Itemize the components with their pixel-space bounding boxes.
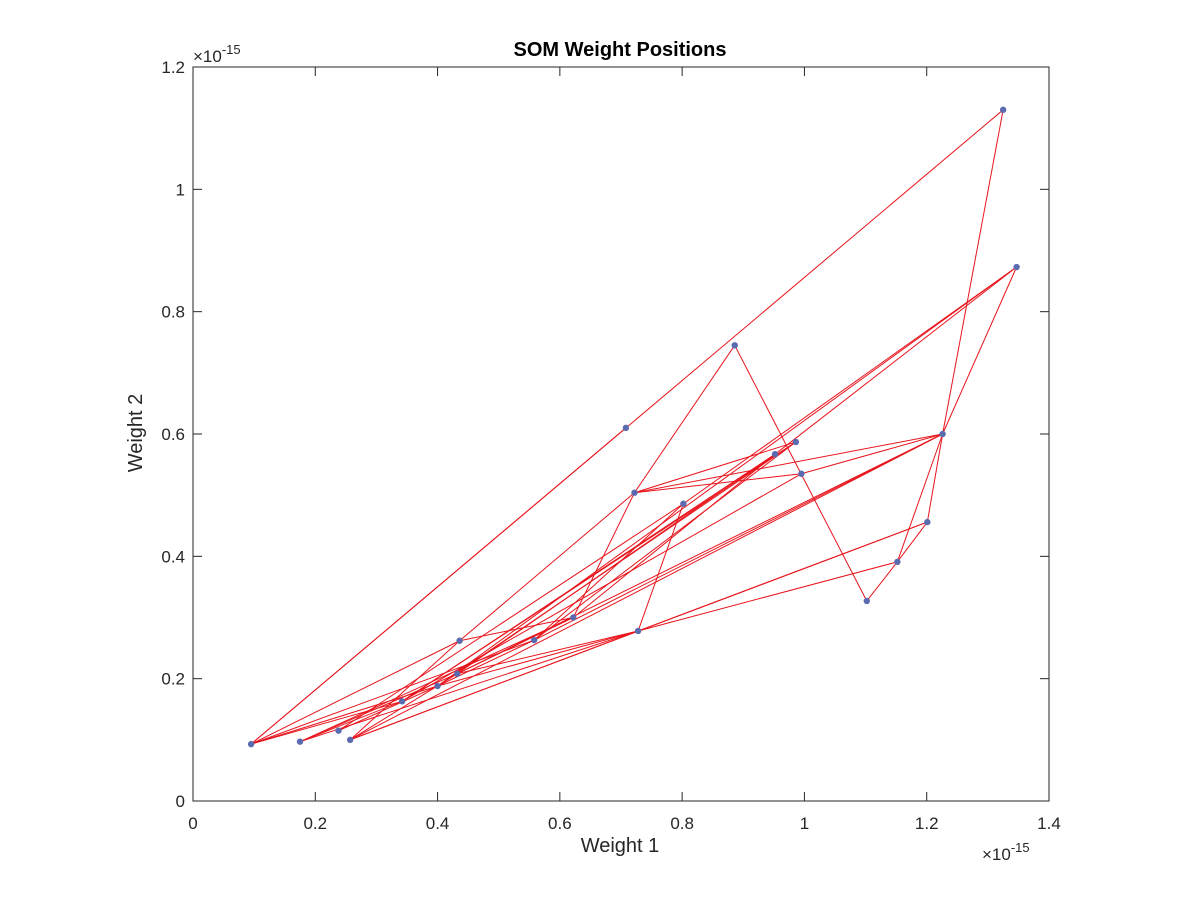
weight-point-6 (453, 670, 461, 677)
connection-line-5 (250, 640, 460, 745)
weight-point-7 (456, 637, 463, 644)
weight-point-21 (939, 430, 946, 438)
x-axis-title: Weight 1 (581, 835, 660, 857)
connection-line-35 (634, 433, 943, 494)
connection-line-47 (896, 521, 928, 563)
connection-line-45 (801, 433, 943, 475)
y-tick-label-5: 1 (176, 180, 185, 199)
x-tick-label-5: 1 (800, 814, 809, 833)
weight-point-13 (680, 500, 687, 507)
x-tick-label-0: 0 (188, 814, 197, 833)
connection-line-33 (572, 492, 635, 618)
weight-point-22 (999, 106, 1007, 114)
connection-line-14 (349, 433, 943, 741)
weight-point-11 (631, 489, 638, 496)
connection-line-18 (401, 473, 802, 702)
connection-line-31 (533, 433, 943, 641)
x-exponent-base: ×10 (982, 845, 1011, 864)
x-tick-label-7: 1.4 (1037, 814, 1061, 833)
y-tick-label-3: 0.6 (161, 425, 185, 444)
weight-point-2 (335, 727, 342, 734)
connection-line-25 (456, 433, 943, 675)
connection-line-21 (437, 266, 1017, 687)
weight-point-4 (398, 698, 406, 705)
x-tick-label-1: 0.2 (303, 814, 327, 833)
plot-frame (192, 66, 1050, 802)
connection-line-51 (942, 266, 1018, 435)
connection-line-41 (637, 561, 898, 632)
x-tick-label-2: 0.4 (426, 814, 450, 833)
weight-point-9 (570, 614, 577, 621)
connection-line-11 (338, 503, 684, 732)
weight-point-12 (634, 627, 642, 635)
connection-line-36 (634, 345, 736, 494)
weight-point-23 (1013, 263, 1020, 271)
connection-line-38 (634, 473, 802, 494)
connection-line-44 (774, 266, 1017, 455)
weight-point-17 (798, 470, 805, 477)
weight-point-1 (296, 738, 304, 745)
connection-line-6 (299, 617, 574, 743)
connection-line-24 (456, 453, 776, 675)
connection-line-30 (533, 503, 684, 641)
connection-line-32 (533, 441, 797, 641)
connection-line-42 (683, 266, 1017, 505)
connection-line-22 (437, 630, 639, 687)
connection-line-50 (942, 109, 1004, 435)
x-tick-label-6: 1.2 (915, 814, 939, 833)
connection-line-40 (637, 521, 928, 632)
svg-text:×10-15: ×10-15 (193, 42, 241, 66)
connection-line-48 (896, 433, 944, 563)
chart-title: SOM Weight Positions (514, 39, 727, 61)
y-tick-label-2: 0.4 (161, 547, 185, 566)
connection-line-49 (926, 433, 944, 523)
y-exponent-base: ×10 (193, 47, 222, 66)
connection-line-29 (459, 492, 635, 642)
weight-points (247, 106, 1020, 748)
y-tick-label-0: 0 (176, 792, 185, 811)
connection-line-34 (572, 453, 776, 618)
weight-point-20 (924, 518, 931, 526)
weight-point-3 (346, 736, 354, 744)
y-axis-title: Weight 2 (125, 394, 147, 473)
connection-line-23 (437, 639, 535, 687)
weight-point-18 (863, 597, 870, 605)
weight-point-19 (894, 558, 901, 566)
weight-point-16 (792, 438, 800, 446)
x-axis-ticks: 0 0.2 0.4 0.6 0.8 1 1.2 1.4 (188, 67, 1061, 833)
x-tick-label-4: 0.8 (670, 814, 694, 833)
connection-line-37 (634, 441, 797, 494)
weight-point-0 (247, 740, 255, 748)
connection-line-46 (866, 561, 898, 602)
connection-line-39 (637, 503, 684, 632)
connection-lines (250, 109, 1018, 745)
y-axis-exponent: ×10-15 (193, 42, 241, 66)
connection-line-7 (299, 630, 639, 743)
weight-point-14 (731, 342, 738, 349)
weight-point-15 (771, 450, 779, 458)
svg-text:×10-15: ×10-15 (982, 840, 1030, 864)
connection-line-10 (338, 685, 438, 732)
connection-line-26 (457, 630, 639, 675)
y-tick-label-6: 1.2 (161, 58, 185, 77)
weight-point-5 (434, 682, 441, 690)
x-axis-exponent: ×10-15 (982, 840, 1030, 864)
y-exponent-power: -15 (222, 42, 241, 57)
y-tick-label-1: 0.2 (161, 670, 185, 689)
weight-point-8 (530, 636, 538, 644)
x-tick-label-3: 0.6 (548, 814, 572, 833)
y-tick-label-4: 0.8 (161, 303, 185, 322)
x-exponent-power: -15 (1011, 840, 1030, 855)
connection-line-12 (349, 640, 460, 741)
y-axis-ticks: 0 0.2 0.4 0.6 0.8 1 1.2 (161, 58, 1049, 811)
weight-point-10 (622, 424, 630, 432)
connection-line-4 (250, 639, 535, 745)
connection-line-27 (456, 617, 574, 675)
